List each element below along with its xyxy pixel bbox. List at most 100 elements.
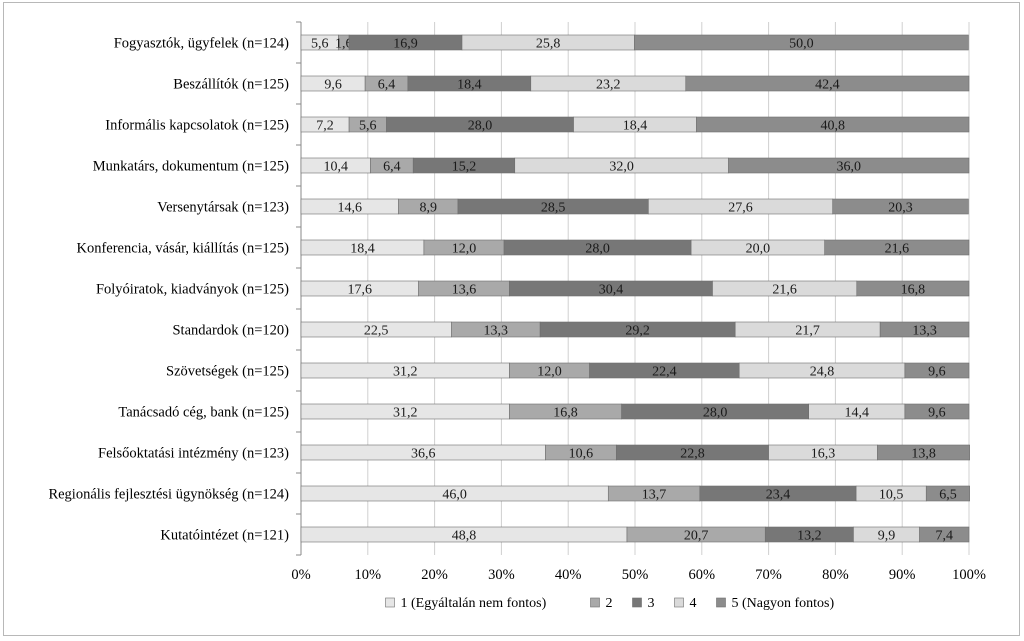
bar-segment — [904, 362, 970, 379]
category-label: Tanácsadó cég, bank (n=125) — [118, 405, 289, 421]
data-label: 29,2 — [625, 324, 650, 339]
data-label: 28,0 — [703, 406, 728, 421]
data-label: 48,8 — [452, 529, 477, 544]
data-label: 10,6 — [569, 447, 594, 462]
data-label: 13,6 — [452, 283, 477, 298]
category-label: Folyóiratok, kiadványok (n=125) — [96, 282, 289, 298]
x-tick-label: 30% — [488, 567, 515, 583]
data-label: 28,5 — [541, 201, 566, 216]
bar-segment — [728, 157, 970, 174]
legend-entry: 2 — [606, 596, 613, 611]
data-label: 32,0 — [609, 160, 634, 175]
data-label: 5,6 — [311, 37, 329, 52]
data-label: 18,4 — [350, 242, 375, 257]
data-label: 24,8 — [810, 365, 835, 380]
x-tick-label: 70% — [755, 567, 782, 583]
bar-segment — [685, 75, 970, 92]
data-label: 21,6 — [885, 242, 910, 257]
data-label: 5,6 — [359, 119, 377, 134]
data-label: 13,8 — [911, 447, 936, 462]
data-label: 13,3 — [483, 324, 508, 339]
data-label: 23,2 — [596, 78, 621, 93]
data-label: 7,4 — [936, 529, 954, 544]
data-label: 18,4 — [457, 78, 482, 93]
data-label: 28,0 — [468, 119, 493, 134]
legend-entry: 3 — [648, 596, 655, 611]
data-label: 16,3 — [811, 447, 836, 462]
x-tick-label: 80% — [822, 567, 849, 583]
data-label: 7,2 — [316, 119, 334, 134]
data-label: 1,6 — [335, 37, 353, 52]
data-label: 25,8 — [536, 37, 561, 52]
data-label: 14,6 — [338, 201, 363, 216]
data-label: 16,8 — [901, 283, 926, 298]
legend-swatch — [716, 597, 726, 608]
data-label: 12,0 — [537, 365, 562, 380]
data-label: 46,0 — [442, 488, 467, 503]
data-label: 27,6 — [728, 201, 753, 216]
data-label: 6,4 — [378, 78, 396, 93]
legend-swatch — [590, 597, 600, 608]
data-label: 10,5 — [879, 488, 904, 503]
data-label: 6,5 — [939, 488, 957, 503]
data-label: 16,8 — [553, 406, 578, 421]
x-tick-label: 40% — [555, 567, 582, 583]
data-label: 22,5 — [364, 324, 389, 339]
bar-segment — [919, 526, 970, 543]
data-label: 21,7 — [795, 324, 820, 339]
data-label: 28,0 — [585, 242, 610, 257]
legend-entry: 1 (Egyáltalán nem fontos) — [401, 596, 547, 611]
bar-segment — [696, 116, 970, 133]
data-label: 13,7 — [642, 488, 667, 503]
legend-swatch — [674, 597, 684, 608]
data-label: 36,0 — [837, 160, 862, 175]
data-label: 40,8 — [820, 119, 845, 134]
data-label: 22,4 — [652, 365, 677, 380]
data-label: 20,7 — [684, 529, 709, 544]
data-label: 30,4 — [599, 283, 624, 298]
data-label: 31,2 — [393, 406, 418, 421]
data-label: 42,4 — [815, 78, 840, 93]
data-label: 23,4 — [766, 488, 791, 503]
data-label: 20,0 — [746, 242, 771, 257]
category-label: Fogyasztók, ügyfelek (n=124) — [114, 36, 289, 52]
data-label: 9,6 — [928, 406, 946, 421]
data-label: 36,6 — [411, 447, 436, 462]
data-label: 50,0 — [789, 37, 814, 52]
data-label: 6,4 — [383, 160, 401, 175]
data-label: 10,4 — [323, 160, 348, 175]
category-label: Felsőoktatási intézmény (n=123) — [98, 446, 289, 462]
data-label: 9,9 — [878, 529, 896, 544]
x-tick-label: 50% — [622, 567, 649, 583]
data-label: 15,2 — [452, 160, 477, 175]
data-label: 31,2 — [393, 365, 418, 380]
data-label: 9,6 — [928, 365, 946, 380]
category-label: Szövetségek (n=125) — [166, 364, 289, 380]
data-label: 21,6 — [772, 283, 797, 298]
category-label: Kutatóintézet (n=121) — [160, 528, 289, 544]
category-label: Standardok (n=120) — [172, 323, 289, 339]
x-tick-label: 60% — [689, 567, 716, 583]
data-label: 16,9 — [393, 37, 418, 52]
data-label: 20,3 — [888, 201, 913, 216]
bar-segment — [634, 34, 969, 51]
category-label: Munkatárs, dokumentum (n=125) — [93, 159, 289, 175]
data-label: 17,6 — [348, 283, 373, 298]
data-label: 13,2 — [797, 529, 822, 544]
category-label: Konferencia, vásár, kiállítás (n=125) — [76, 241, 289, 257]
legend-swatch — [632, 597, 642, 608]
data-label: 12,0 — [452, 242, 477, 257]
bar-segment — [925, 485, 970, 502]
legend-entry: 5 (Nagyon fontos) — [732, 596, 835, 611]
x-tick-label: 10% — [355, 567, 382, 583]
category-label: Informális kapcsolatok (n=125) — [105, 118, 289, 134]
bar-segment — [879, 321, 970, 338]
category-label: Versenytársak (n=123) — [157, 200, 289, 216]
data-label: 18,4 — [623, 119, 648, 134]
category-label: Regionális fejlesztési ügynökség (n=124) — [48, 487, 289, 503]
bar-segment — [824, 239, 970, 256]
category-label: Beszállítók (n=125) — [173, 77, 289, 93]
data-label: 13,3 — [912, 324, 937, 339]
bar-segment — [832, 198, 969, 215]
